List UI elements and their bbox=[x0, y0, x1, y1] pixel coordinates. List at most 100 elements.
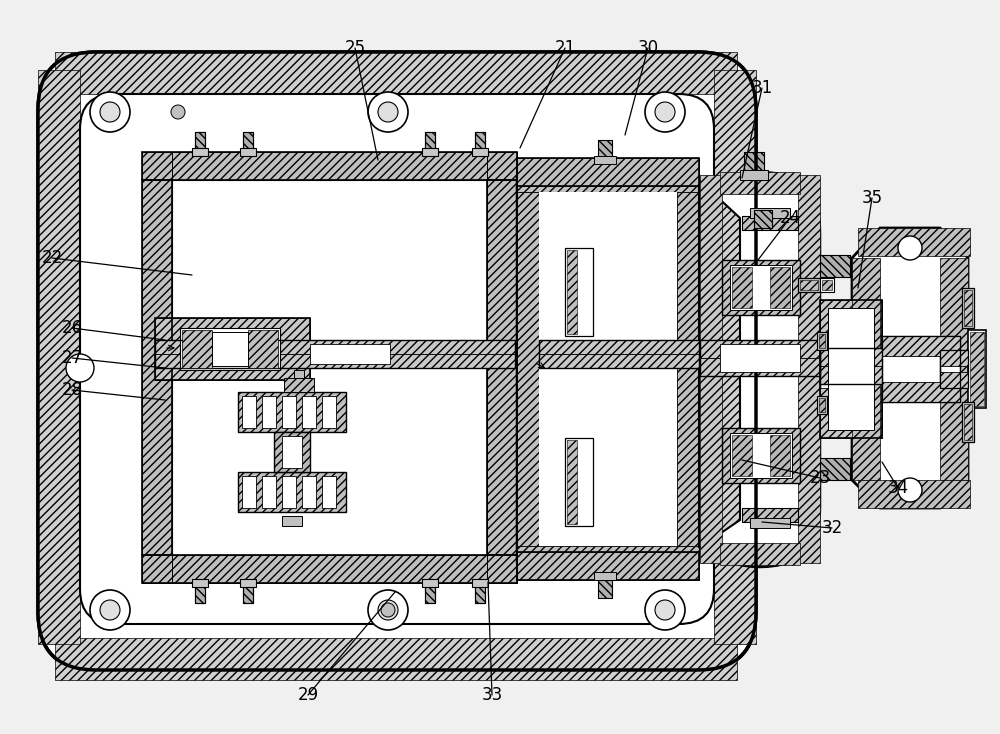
Text: 21: 21 bbox=[554, 39, 576, 57]
Bar bbox=[940, 350, 968, 388]
Circle shape bbox=[90, 590, 130, 630]
Circle shape bbox=[655, 102, 675, 122]
Bar bbox=[517, 158, 699, 186]
Bar bbox=[750, 208, 790, 218]
Bar bbox=[730, 433, 792, 478]
Bar bbox=[770, 435, 790, 476]
Bar bbox=[744, 152, 764, 174]
Bar bbox=[238, 392, 346, 432]
Text: 35: 35 bbox=[861, 189, 883, 207]
Bar bbox=[322, 476, 336, 508]
Bar bbox=[820, 278, 834, 292]
Bar bbox=[819, 334, 825, 348]
Bar bbox=[820, 300, 882, 350]
Bar bbox=[155, 340, 515, 354]
Text: 31: 31 bbox=[751, 79, 773, 97]
Bar bbox=[195, 132, 205, 152]
Bar bbox=[284, 378, 314, 392]
Bar bbox=[730, 265, 792, 310]
Text: 22: 22 bbox=[41, 249, 63, 267]
Bar bbox=[820, 348, 940, 366]
Bar bbox=[742, 216, 798, 230]
Circle shape bbox=[368, 590, 408, 630]
Bar bbox=[425, 132, 435, 152]
Bar bbox=[742, 216, 798, 230]
Bar bbox=[487, 152, 517, 583]
Bar bbox=[242, 476, 256, 508]
Bar bbox=[475, 132, 485, 152]
Bar bbox=[722, 260, 800, 315]
Bar bbox=[539, 340, 699, 368]
Bar bbox=[964, 404, 972, 440]
Bar bbox=[142, 555, 517, 583]
Bar bbox=[720, 543, 800, 565]
Bar bbox=[820, 255, 850, 277]
Text: 23: 23 bbox=[809, 469, 831, 487]
Bar bbox=[820, 348, 940, 384]
Bar bbox=[475, 132, 485, 152]
Bar bbox=[940, 372, 968, 388]
Bar bbox=[310, 344, 390, 364]
Bar bbox=[425, 583, 435, 603]
Bar bbox=[302, 476, 316, 508]
Bar bbox=[940, 258, 968, 480]
Text: 34: 34 bbox=[887, 479, 909, 497]
Bar bbox=[852, 258, 880, 480]
Bar bbox=[732, 435, 752, 476]
Circle shape bbox=[378, 600, 398, 620]
Bar bbox=[817, 396, 827, 414]
Bar bbox=[212, 332, 248, 366]
Bar bbox=[700, 340, 820, 376]
Bar bbox=[742, 508, 798, 522]
Bar bbox=[517, 162, 699, 192]
Bar bbox=[822, 280, 832, 290]
Bar bbox=[38, 70, 80, 644]
Bar bbox=[243, 132, 253, 152]
Bar bbox=[882, 382, 960, 402]
Bar bbox=[517, 552, 699, 580]
Bar bbox=[565, 248, 593, 336]
Bar bbox=[282, 396, 296, 428]
Bar bbox=[243, 583, 253, 603]
Bar bbox=[238, 472, 346, 512]
Bar bbox=[539, 354, 699, 368]
Bar bbox=[302, 396, 316, 428]
Circle shape bbox=[100, 600, 120, 620]
Circle shape bbox=[898, 236, 922, 260]
Text: 29: 29 bbox=[297, 686, 319, 704]
Bar bbox=[598, 140, 612, 158]
Bar bbox=[720, 344, 800, 372]
Bar bbox=[192, 148, 208, 156]
Bar bbox=[539, 192, 677, 546]
Bar bbox=[677, 192, 699, 546]
Circle shape bbox=[378, 102, 398, 122]
Bar bbox=[282, 516, 302, 526]
Bar bbox=[238, 392, 346, 432]
Circle shape bbox=[100, 102, 120, 122]
Bar bbox=[722, 428, 800, 483]
Polygon shape bbox=[699, 180, 740, 548]
Bar bbox=[517, 552, 699, 580]
Bar bbox=[422, 148, 438, 156]
Bar bbox=[798, 175, 820, 563]
Bar bbox=[517, 546, 699, 576]
Circle shape bbox=[655, 600, 675, 620]
Bar bbox=[732, 267, 752, 308]
Bar bbox=[858, 228, 970, 256]
Bar bbox=[238, 472, 346, 512]
Bar bbox=[274, 432, 310, 472]
Circle shape bbox=[66, 354, 94, 382]
Bar bbox=[754, 210, 772, 228]
Bar bbox=[195, 132, 205, 152]
Bar bbox=[817, 332, 827, 350]
Text: 24: 24 bbox=[779, 209, 801, 227]
Bar bbox=[598, 580, 612, 598]
Bar bbox=[55, 52, 737, 94]
Circle shape bbox=[381, 603, 395, 617]
Bar bbox=[282, 436, 302, 468]
Bar bbox=[798, 278, 820, 292]
Bar bbox=[262, 396, 276, 428]
Bar bbox=[240, 579, 256, 587]
Bar bbox=[517, 158, 699, 186]
Bar bbox=[740, 170, 768, 180]
